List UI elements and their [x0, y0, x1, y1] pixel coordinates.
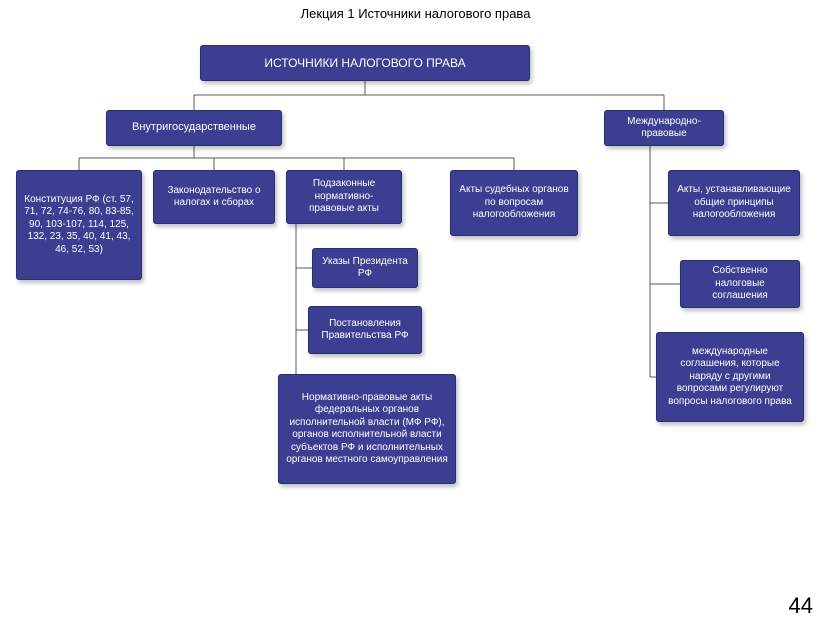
node-root: ИСТОЧНИКИ НАЛОГОВОГО ПРАВА: [200, 45, 530, 81]
page-title: Лекция 1 Источники налогового права: [0, 6, 831, 21]
node-domestic: Внутригосударственные: [106, 110, 282, 146]
node-courts: Акты судебных органов по вопросам налого…: [450, 170, 578, 236]
node-postanov: Постановления Правительства РФ: [308, 306, 422, 354]
node-intl_tax: Собственно налоговые соглашения: [680, 260, 800, 308]
node-const: Конституция РФ (ст. 57, 71, 72, 74-76, 8…: [16, 170, 142, 280]
node-intl: Международно-правовые: [604, 110, 724, 146]
node-intl_princ: Акты, устанавливающие общие принципы нал…: [668, 170, 800, 236]
node-bylaws: Подзаконные нормативно-правовые акты: [286, 170, 402, 224]
node-intl_other: международные соглашения, которые наряду…: [656, 332, 804, 422]
node-npa_fed: Нормативно-правовые акты федеральных орг…: [278, 374, 456, 484]
node-tax_leg: Законодательство о налогах и сборах: [153, 170, 275, 224]
page-number: 44: [789, 593, 813, 619]
node-ukazy: Указы Президента РФ: [312, 248, 418, 288]
